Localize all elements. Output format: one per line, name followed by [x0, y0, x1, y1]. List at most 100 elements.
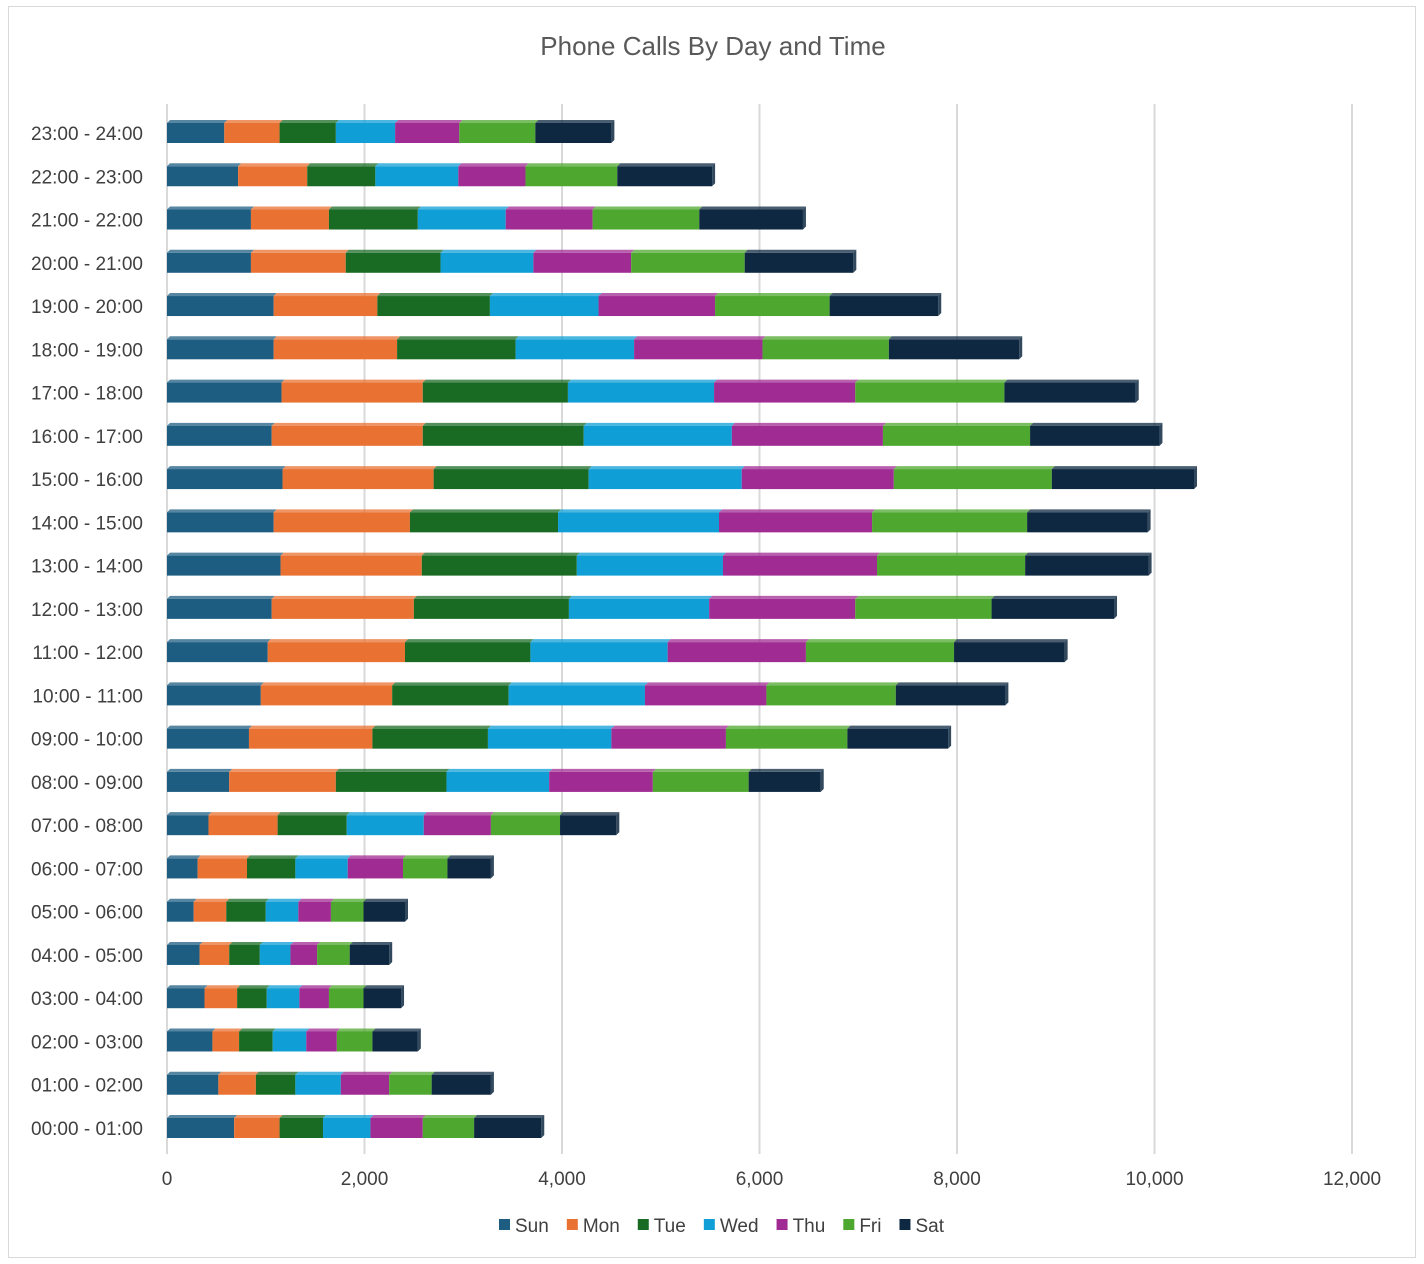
bar-segment-top	[271, 422, 426, 426]
bar-segment-tue	[279, 123, 336, 143]
bar-segment-top	[458, 163, 529, 167]
bar-segment-top	[1027, 509, 1151, 513]
bar-segment-top	[714, 379, 859, 383]
bar-end-face	[1159, 422, 1163, 446]
legend-label-sat: Sat	[915, 1216, 944, 1237]
bar-segment-sun	[167, 166, 239, 187]
bar-segment-thu	[299, 988, 329, 1009]
bar-segment-wed	[259, 944, 291, 965]
bar-segment-sun	[167, 1031, 213, 1052]
bar-segment-top	[167, 985, 208, 989]
bar-end-face	[417, 1028, 421, 1052]
bar-segment-top	[234, 1115, 283, 1118]
bar-segment-wed	[508, 685, 645, 706]
bar-segment-thu	[634, 339, 763, 360]
category-label: 20:00 - 21:00	[31, 254, 143, 275]
bar-segment-sat	[1051, 469, 1194, 490]
bar-segment-wed	[558, 512, 720, 533]
x-tick-label: 10,000	[1125, 1169, 1183, 1190]
bar-segment-top	[549, 768, 656, 772]
bar-end-face	[1194, 466, 1197, 490]
bar-segment-wed	[583, 425, 732, 446]
category-label: 21:00 - 22:00	[31, 211, 143, 232]
bar-segment-top	[167, 812, 212, 816]
bar-segment-fri	[877, 555, 1026, 576]
bar-segment-top	[395, 120, 463, 123]
bar-segment-top	[568, 595, 713, 599]
category-label: 09:00 - 10:00	[31, 730, 143, 751]
bar-end-face	[712, 163, 716, 187]
category-label: 16:00 - 17:00	[31, 427, 143, 448]
bar-segment-thu	[370, 1118, 423, 1138]
bar-segment-top	[558, 509, 723, 513]
bar-segment-sun	[167, 209, 251, 230]
bar-segment-thu	[667, 642, 806, 663]
bar-end-face	[541, 1115, 545, 1138]
bar-segment-fri	[389, 1074, 432, 1095]
bar-segment-sun	[167, 944, 200, 965]
bar-segment-wed	[487, 728, 612, 749]
bar-segment-sun	[167, 555, 281, 576]
bar-segment-mon	[280, 555, 422, 576]
bar-end-face	[404, 898, 408, 922]
bar-segment-thu	[340, 1074, 390, 1095]
bar-segment-wed	[530, 642, 668, 663]
bar-segment-top	[583, 422, 735, 426]
bar-segment-fri	[725, 728, 848, 749]
bar-segment-top	[167, 595, 275, 599]
bar-segment-tue	[397, 339, 516, 360]
bar-segment-top	[744, 249, 857, 253]
bar-segment-top	[167, 682, 264, 686]
bar-segment-sat	[748, 771, 821, 792]
bar-segment-top	[307, 163, 379, 167]
bar-segment-top	[167, 293, 277, 297]
bar-segment-top	[1030, 422, 1163, 426]
bar-segment-top	[404, 639, 534, 643]
bar-segment-top	[167, 466, 286, 470]
bar-segment-top	[855, 595, 995, 599]
x-tick-label: 12,000	[1323, 1169, 1381, 1190]
bar-end-face	[1114, 595, 1118, 619]
bar-segment-top	[533, 249, 635, 253]
bar-segment-thu	[709, 598, 856, 619]
bar-segment-top	[267, 639, 408, 643]
bar-segment-sun	[167, 988, 205, 1009]
bar-segment-sat	[954, 642, 1065, 663]
bar-segment-top	[266, 985, 303, 989]
bar-segment-top	[323, 1115, 374, 1118]
bar-segment-top	[403, 855, 451, 859]
bar-segment-top	[250, 206, 332, 210]
bar-segment-top	[617, 163, 716, 167]
bar-segment-top	[631, 249, 748, 253]
bar-segment-fri	[855, 382, 1005, 403]
bar-segment-thu	[347, 858, 404, 879]
bar-segment-sat	[431, 1074, 491, 1095]
bar-segment-top	[281, 379, 426, 383]
bar-end-face	[820, 768, 824, 792]
bar-segment-fri	[855, 598, 992, 619]
chart-title: Phone Calls By Day and Time	[540, 31, 885, 61]
bar-segment-top	[317, 941, 353, 945]
bar-segment-tue	[404, 642, 531, 663]
bar-segment-top	[725, 725, 851, 729]
bar-segment-fri	[490, 815, 561, 836]
bar-segment-mon	[193, 901, 227, 922]
bar-segment-top	[282, 466, 437, 470]
bar-segment-sun	[167, 771, 230, 792]
bar-segment-top	[336, 1028, 376, 1032]
bar-segment-top	[855, 379, 1008, 383]
category-label: 10:00 - 11:00	[32, 686, 143, 707]
bar-segment-mon	[199, 944, 230, 965]
bar-segment-top	[372, 1028, 421, 1032]
bar-segment-top	[363, 898, 408, 902]
bar-segment-top	[167, 509, 277, 513]
bar-segment-top	[273, 509, 413, 513]
bar-segment-top	[246, 855, 299, 859]
bar-segment-top	[347, 855, 407, 859]
bar-segment-tue	[237, 988, 267, 1009]
bar-segment-top	[422, 422, 587, 426]
bar-segment-top	[372, 725, 491, 729]
bar-segment-top	[295, 855, 351, 859]
bar-segment-wed	[295, 858, 348, 879]
bar-segment-top	[363, 985, 405, 989]
